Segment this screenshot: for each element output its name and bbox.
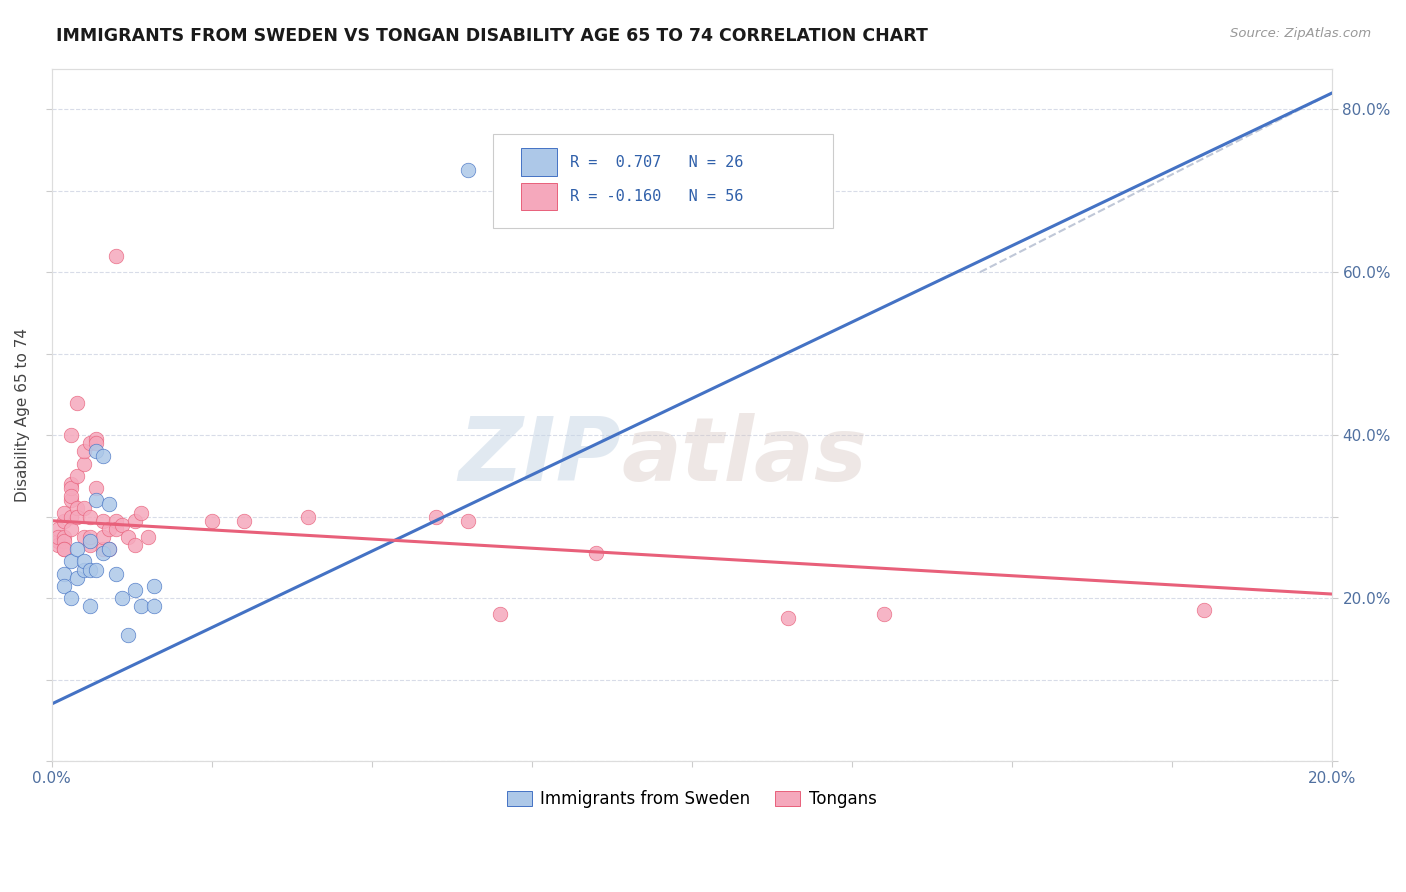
Bar — [522, 183, 557, 211]
Point — [79, 538, 101, 552]
Point — [124, 582, 146, 597]
Point — [79, 599, 101, 614]
Point — [873, 607, 896, 622]
Point — [117, 530, 139, 544]
Point — [66, 542, 89, 557]
Point — [53, 579, 76, 593]
Point — [79, 534, 101, 549]
Point — [59, 428, 82, 442]
Text: R =  0.707   N = 26: R = 0.707 N = 26 — [571, 154, 744, 169]
Point — [98, 497, 121, 511]
Point — [72, 554, 94, 568]
Point — [111, 517, 134, 532]
Y-axis label: Disability Age 65 to 74: Disability Age 65 to 74 — [15, 327, 30, 502]
Point — [86, 444, 108, 458]
Point — [72, 457, 94, 471]
Point — [59, 477, 82, 491]
Point — [129, 506, 152, 520]
Point — [104, 566, 127, 581]
Text: atlas: atlas — [621, 413, 868, 500]
Point — [104, 514, 127, 528]
Point — [66, 469, 89, 483]
Point — [59, 493, 82, 508]
Point — [124, 538, 146, 552]
Point — [53, 566, 76, 581]
Point — [59, 489, 82, 503]
Point — [66, 509, 89, 524]
Point — [124, 514, 146, 528]
Point — [136, 530, 159, 544]
Point — [98, 542, 121, 557]
Point — [129, 599, 152, 614]
Point — [46, 530, 69, 544]
Point — [72, 530, 94, 544]
Point — [425, 509, 447, 524]
Point — [585, 546, 607, 560]
Text: ZIP: ZIP — [458, 413, 621, 500]
Point — [66, 395, 89, 409]
Point — [86, 563, 108, 577]
Point — [79, 530, 101, 544]
Point — [86, 432, 108, 446]
Text: Source: ZipAtlas.com: Source: ZipAtlas.com — [1230, 27, 1371, 40]
Point — [232, 514, 254, 528]
Point — [143, 579, 166, 593]
Point — [98, 522, 121, 536]
Point — [59, 481, 82, 495]
Point — [53, 514, 76, 528]
Point — [117, 628, 139, 642]
Point — [46, 538, 69, 552]
Point — [46, 522, 69, 536]
Bar — [522, 148, 557, 176]
Point — [46, 534, 69, 549]
Point — [91, 530, 114, 544]
Legend: Immigrants from Sweden, Tongans: Immigrants from Sweden, Tongans — [501, 784, 883, 815]
Point — [91, 514, 114, 528]
Point — [488, 607, 510, 622]
Point — [53, 530, 76, 544]
Point — [53, 542, 76, 557]
Point — [59, 509, 82, 524]
Point — [776, 611, 799, 625]
Point — [297, 509, 319, 524]
Point — [91, 542, 114, 557]
Point — [200, 514, 222, 528]
Point — [66, 571, 89, 585]
Point — [66, 501, 89, 516]
Point — [53, 542, 76, 557]
Point — [72, 563, 94, 577]
Point — [91, 449, 114, 463]
Point — [72, 501, 94, 516]
Point — [86, 493, 108, 508]
Point — [98, 542, 121, 557]
Point — [91, 546, 114, 560]
Point — [59, 591, 82, 606]
Point — [111, 591, 134, 606]
Point — [457, 514, 479, 528]
Point — [79, 509, 101, 524]
Point — [53, 506, 76, 520]
Text: R = -0.160   N = 56: R = -0.160 N = 56 — [571, 189, 744, 204]
Text: IMMIGRANTS FROM SWEDEN VS TONGAN DISABILITY AGE 65 TO 74 CORRELATION CHART: IMMIGRANTS FROM SWEDEN VS TONGAN DISABIL… — [56, 27, 928, 45]
FancyBboxPatch shape — [494, 135, 832, 227]
Point — [104, 522, 127, 536]
Point — [86, 436, 108, 450]
Point — [59, 522, 82, 536]
Point — [143, 599, 166, 614]
Point — [79, 436, 101, 450]
Point — [104, 249, 127, 263]
Point — [72, 444, 94, 458]
Point — [79, 563, 101, 577]
Point — [457, 163, 479, 178]
Point — [59, 554, 82, 568]
Point — [53, 534, 76, 549]
Point — [86, 481, 108, 495]
Point — [1192, 603, 1215, 617]
